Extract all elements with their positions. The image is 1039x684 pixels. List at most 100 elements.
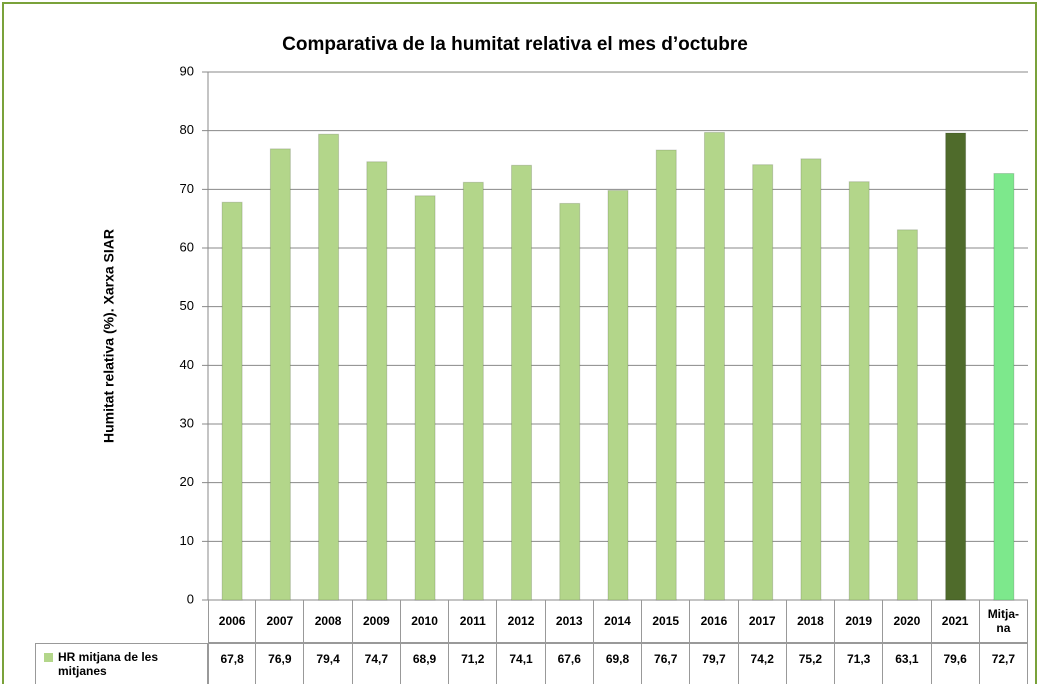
bar [945, 132, 967, 601]
value-cell: 75,2 [786, 643, 836, 684]
y-tick-label: 80 [180, 122, 194, 137]
cell-text: 75,2 [798, 652, 823, 666]
category-cell: 2014 [593, 600, 643, 643]
category-cell: 2019 [835, 600, 884, 643]
cell-text: 79,7 [702, 652, 726, 666]
cell-text: 74,2 [750, 652, 774, 666]
cell-text: 2021 [941, 614, 969, 628]
cell-text: 63,1 [895, 652, 919, 666]
bar [752, 164, 774, 601]
bar [414, 195, 436, 601]
y-tick-label: 40 [180, 357, 194, 372]
cell-text: 71,2 [461, 652, 485, 666]
value-cell: 79,6 [931, 643, 980, 684]
cell-text: 2011 [459, 614, 486, 628]
cell-text: 2008 [314, 614, 342, 628]
cell-text: 76,9 [268, 652, 292, 666]
cell-text: 2016 [700, 614, 728, 628]
value-cell: 68,9 [400, 643, 450, 684]
value-cell: 74,2 [738, 643, 787, 684]
bar [993, 172, 1015, 601]
cell-text: 2010 [411, 614, 438, 628]
cell-text: 2009 [362, 614, 390, 628]
cell-text: 71,3 [846, 652, 871, 666]
category-cell: 2021 [931, 600, 980, 643]
cell-text: 79,6 [943, 652, 967, 666]
value-cell: 67,8 [208, 643, 257, 684]
cell-text: 2012 [507, 614, 535, 628]
category-cell: 2018 [786, 600, 836, 643]
cell-text: 76,7 [654, 652, 678, 666]
category-cell: 2008 [304, 600, 353, 643]
value-cell: 72,7 [979, 643, 1028, 684]
category-cell: 2017 [738, 600, 787, 643]
category-cell: 2012 [497, 600, 546, 643]
value-cell: 79,7 [690, 643, 739, 684]
category-cell: 2007 [256, 600, 305, 643]
y-tick-label: 90 [180, 63, 194, 78]
bar [655, 149, 677, 601]
cell-text: 74,7 [364, 652, 388, 666]
cell-text: 2018 [797, 614, 824, 628]
cell-text: 67,6 [557, 652, 581, 666]
y-tick-label: 60 [180, 239, 194, 254]
value-cell: 79,4 [304, 643, 353, 684]
value-cell: 69,8 [593, 643, 643, 684]
y-tick-label: 10 [180, 533, 194, 548]
cell-text: 2020 [893, 614, 921, 628]
cell-text: 69,8 [605, 652, 630, 666]
chart-title: Comparativa de la humitat relativa el me… [282, 34, 748, 55]
category-cell: 2016 [690, 600, 739, 643]
cell-text: 2015 [652, 614, 680, 628]
category-cell: 2010 [400, 600, 450, 643]
cell-text: 72,7 [991, 652, 1016, 666]
cell-text: Mitja-na [987, 607, 1020, 635]
cell-text: 68,9 [412, 652, 437, 666]
cell-text: 2007 [266, 614, 294, 628]
bar [269, 148, 291, 601]
value-cell: 63,1 [883, 643, 932, 684]
y-tick-label: 50 [180, 298, 194, 313]
y-axis-title: Humitat relativa (%). Xarxa SIAR [101, 229, 117, 443]
bar [221, 201, 243, 601]
category-cell: 2009 [352, 600, 401, 643]
cell-text: 79,4 [316, 652, 340, 666]
category-cell: 2011 [449, 600, 498, 643]
category-cell: 2013 [545, 600, 594, 643]
value-cell: 71,3 [835, 643, 884, 684]
category-cell: 2015 [642, 600, 691, 643]
cell-text: 74,1 [509, 652, 533, 666]
cell-text: 67,8 [220, 652, 244, 666]
y-tick-label: 20 [180, 474, 194, 489]
bar [559, 202, 581, 601]
category-cell: 2006 [208, 600, 257, 643]
value-cell: 74,1 [497, 643, 546, 684]
cell-text: 2017 [748, 614, 776, 628]
value-cell: 74,7 [352, 643, 401, 684]
legend-label: HR mitjana de les mitjanes [58, 650, 159, 678]
legend-cell: HR mitjana de les mitjanes [35, 643, 208, 684]
cell-text: 2013 [555, 614, 583, 628]
value-cell: 76,9 [256, 643, 305, 684]
bar [462, 181, 484, 601]
value-cell: 76,7 [642, 643, 691, 684]
bar [511, 164, 533, 601]
bar [366, 161, 388, 601]
bar [896, 229, 918, 601]
category-cell: 2020 [883, 600, 932, 643]
legend-swatch [44, 653, 53, 662]
value-cell: 71,2 [449, 643, 498, 684]
bar [703, 131, 725, 601]
y-tick-label: 70 [180, 181, 194, 196]
bar [848, 181, 870, 601]
bar [318, 133, 340, 601]
category-cell: Mitja-na [979, 600, 1028, 643]
cell-text: 2019 [845, 614, 873, 628]
value-cell: 67,6 [545, 643, 594, 684]
bar [800, 158, 822, 601]
cell-text: 2006 [218, 614, 246, 628]
cell-text: 2014 [604, 614, 631, 628]
